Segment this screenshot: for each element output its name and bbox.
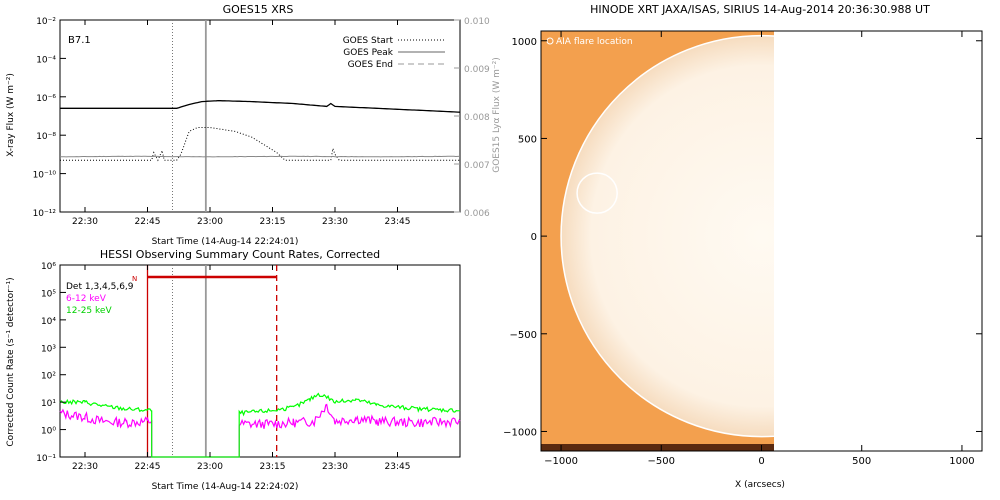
hessi-y-tick-label: 10³ (41, 344, 56, 354)
hessi-plot-area (59, 264, 461, 458)
xrt-x-tick-label: 1000 (949, 456, 974, 467)
hessi-detectors: Det 1,3,4,5,6,9 (66, 282, 134, 292)
goes-y-tick-label: 10⁻¹² (33, 209, 57, 219)
goes-x-tick-label: 22:30 (72, 217, 98, 227)
series-12-25kev (59, 392, 461, 458)
hessi-frame (59, 264, 461, 458)
legend-goes-end: GOES End (348, 60, 393, 70)
goes-xrs-panel: GOES15 XRS 22:30 22:45 23:00 23:15 23:30 23:4… (6, 3, 502, 247)
xrt-y-tick-label: 0 (531, 232, 537, 243)
goes-x-tick-label: 22:45 (135, 217, 161, 227)
xrt-image (541, 31, 774, 451)
xrt-y-axis: −1000 −500 0 500 1000 (503, 37, 982, 438)
goes-y2-tick-label: 0.006 (464, 209, 490, 219)
legend-goes-start: GOES Start (343, 36, 394, 46)
xrt-y-tick-label: −500 (510, 330, 537, 341)
hessi-y-axis: 10⁻¹ 10⁰ 10¹ 10² 10³ 10⁴ 10⁵ 10⁶ (36, 262, 66, 464)
goes-frame (59, 19, 461, 213)
goes-class-annotation: B7.1 (68, 35, 91, 46)
hessi-y-tick-label: 10⁻¹ (36, 454, 56, 464)
xrt-y-tick-label: 1000 (512, 37, 537, 48)
hinode-xrt-panel: HINODE XRT JAXA/ISAS, SIRIUS 14-Aug-2014… (503, 3, 983, 490)
hessi-y-tick-label: 10⁵ (41, 289, 56, 299)
xrt-x-tick-label: −500 (648, 456, 675, 467)
goes-x-tick-label: 23:15 (260, 217, 286, 227)
series-6-12kev (59, 403, 461, 458)
hessi-x-tick-label: 23:45 (385, 462, 411, 472)
goes-x-label: Start Time (14-Aug-14 22:24:01) (152, 237, 299, 247)
series-xray-long (60, 99, 461, 113)
xrt-x-tick-label: 0 (758, 456, 764, 467)
hessi-x-tick-label: 22:30 (72, 462, 98, 472)
goes-y-tick-label: 10⁻² (36, 17, 56, 27)
goes-x-axis: 22:30 22:45 23:00 23:15 23:30 23:45 (72, 20, 410, 227)
hessi-x-axis: 22:30 22:45 23:00 23:15 23:30 23:45 (72, 265, 410, 472)
xrt-x-axis: −1000 −500 0 500 1000 (544, 31, 975, 467)
goes-x-tick-label: 23:00 (197, 217, 223, 227)
legend-12-25kev: 12-25 keV (66, 306, 112, 316)
goes-y-tick-label: 10⁻¹⁰ (33, 171, 57, 181)
xrt-y-tick-label: 500 (518, 134, 537, 145)
goes-y-tick-label: 10⁻⁸ (36, 132, 56, 142)
xrt-x-tick-label: −1000 (544, 456, 578, 467)
night-label: N (132, 275, 137, 283)
hessi-y-tick-label: 10² (41, 372, 56, 382)
goes-y2-label: GOES15 Lyα Flux (W m⁻²) (492, 57, 502, 173)
goes-y2-tick-label: 0.008 (464, 113, 490, 123)
hessi-x-tick-label: 22:45 (135, 462, 161, 472)
series-lyman-alpha (59, 155, 461, 158)
legend-goes-peak: GOES Peak (343, 48, 393, 58)
hessi-y-label: Corrected Count Rate (s⁻¹ detector⁻¹) (6, 277, 16, 446)
xrt-y-tick-label: −1000 (503, 427, 537, 438)
goes-x-tick-label: 23:30 (322, 217, 348, 227)
goes-y-axis: 10⁻¹² 10⁻¹⁰ 10⁻⁸ 10⁻⁶ 10⁻⁴ 10⁻² (33, 17, 66, 219)
xrt-bottom-edge (541, 444, 774, 451)
series-xray-short (60, 127, 460, 162)
goes-title: GOES15 XRS (223, 3, 294, 16)
hessi-x-tick-label: 23:15 (260, 462, 286, 472)
hessi-x-label: Start Time (14-Aug-14 22:24:02) (152, 482, 299, 492)
goes-y2-tick-label: 0.007 (464, 161, 490, 171)
goes-plot-area (59, 19, 461, 213)
goes-y2-axis: 0.006 0.007 0.008 0.009 0.010 (454, 17, 490, 219)
hessi-y-tick-label: 10¹ (41, 399, 56, 409)
legend-6-12kev: 6-12 keV (66, 294, 107, 304)
hessi-title: HESSI Observing Summary Count Rates, Cor… (100, 248, 380, 261)
hessi-x-tick-label: 23:00 (197, 462, 223, 472)
hessi-y-tick-label: 10⁶ (41, 262, 56, 272)
goes-y-label: X-ray Flux (W m⁻²) (6, 73, 16, 157)
hessi-y-tick-label: 10⁰ (41, 427, 56, 437)
hessi-panel: HESSI Observing Summary Count Rates, Cor… (6, 248, 461, 492)
xrt-x-tick-label: 500 (852, 456, 871, 467)
hessi-y-tick-label: 10⁴ (41, 317, 56, 327)
goes-y-tick-label: 10⁻⁴ (36, 55, 56, 65)
goes-x-tick-label: 23:45 (385, 217, 411, 227)
flare-location-circle (576, 172, 618, 214)
solar-disk (560, 34, 774, 438)
hessi-x-tick-label: 23:30 (322, 462, 348, 472)
xrt-x-label: X (arcsecs) (735, 480, 785, 490)
goes-y2-tick-label: 0.009 (464, 65, 490, 75)
flare-location-label: AIA flare location (556, 37, 633, 47)
goes-y-tick-label: 10⁻⁶ (36, 94, 56, 104)
goes-legend: GOES Start GOES Peak GOES End (343, 36, 445, 70)
goes-y2-tick-label: 0.010 (464, 17, 490, 27)
xrt-title: HINODE XRT JAXA/ISAS, SIRIUS 14-Aug-2014… (590, 3, 930, 16)
